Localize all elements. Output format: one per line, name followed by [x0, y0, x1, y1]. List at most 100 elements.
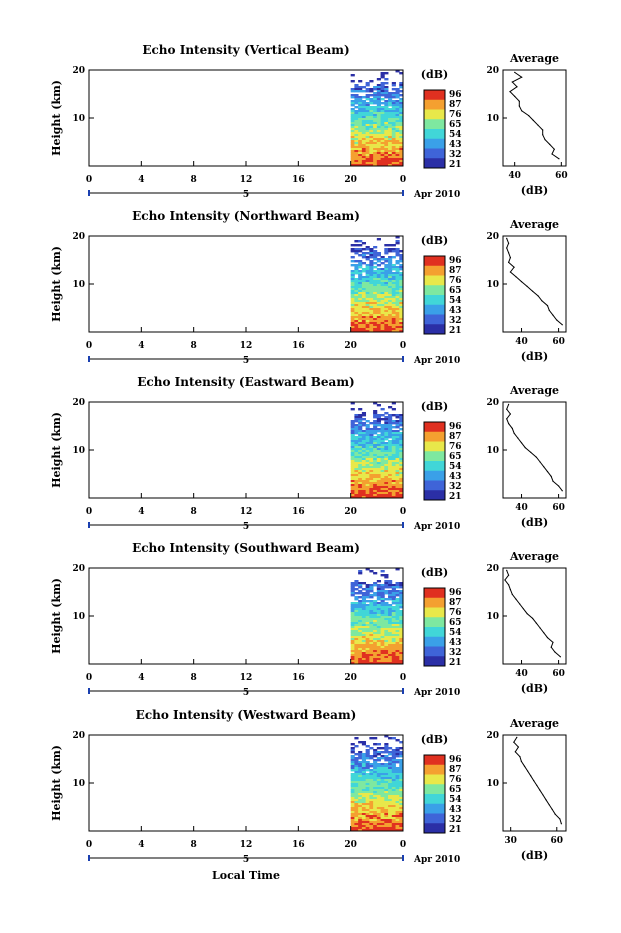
heatmap-cell: [354, 612, 359, 615]
heatmap-cell: [376, 154, 381, 157]
heatmap-cell: [391, 755, 396, 758]
heatmap-cell: [395, 430, 400, 433]
heatmap-cell: [399, 823, 404, 826]
heatmap-cell: [384, 442, 389, 445]
colorbar-segment: [424, 115, 445, 118]
heatmap-cell: [391, 622, 396, 625]
colorbar-tick-label: 32: [449, 648, 462, 658]
heatmap-cell: [358, 130, 363, 133]
heatmap-cell: [369, 462, 374, 465]
heatmap-cell: [384, 779, 389, 782]
x-tick-label: 12: [240, 175, 253, 185]
heatmap-cell: [399, 106, 404, 109]
heatmap-cell: [361, 809, 367, 812]
heatmap-cell: [384, 797, 389, 800]
heatmap-cell: [358, 86, 363, 89]
colorbar-segment: [424, 134, 445, 138]
heatmap-cell: [395, 442, 400, 445]
heatmap-cell: [380, 330, 385, 333]
y-axis-label: Height (km): [50, 412, 63, 488]
heatmap-cell: [373, 246, 378, 249]
heatmap-cell: [354, 809, 359, 812]
heatmap-cell: [380, 662, 385, 665]
profile-x-label: (dB): [521, 849, 548, 862]
heatmap-cell: [388, 92, 393, 95]
heatmap-cell: [384, 272, 389, 275]
y-tick-label: 20: [72, 398, 85, 408]
heatmap-cell: [391, 775, 396, 778]
heatmap-cell: [395, 438, 400, 441]
heatmap-cell: [350, 648, 355, 651]
heatmap-cell: [354, 745, 359, 748]
heatmap-cell: [380, 426, 385, 429]
heatmap-cell: [373, 604, 378, 607]
profile-point: [528, 115, 530, 117]
x-tick-label: 8: [191, 175, 197, 185]
heatmap-cell: [365, 144, 370, 147]
heatmap-cell: [399, 777, 404, 780]
heatmap-cell: [395, 268, 400, 271]
heatmap-cell: [395, 326, 400, 329]
heatmap-cell: [358, 470, 363, 473]
heatmap-cell: [399, 492, 404, 495]
heatmap-cell: [373, 134, 378, 137]
heatmap-cell: [373, 108, 378, 111]
heatmap-cell: [365, 152, 370, 155]
x-tick-label: 16: [292, 507, 305, 517]
heatmap-cell: [358, 480, 363, 483]
heatmap-cell: [361, 124, 367, 127]
heatmap-cell: [373, 160, 378, 163]
heatmap-cell: [384, 106, 389, 109]
heatmap-cell: [350, 644, 355, 647]
heatmap-cell: [395, 328, 400, 331]
heatmap-cell: [354, 252, 359, 255]
colorbar-segment: [424, 119, 445, 122]
profile-point: [546, 305, 549, 307]
heatmap-cell: [388, 590, 393, 593]
heatmap-cell: [395, 162, 400, 165]
y-axis-label: Height (km): [50, 745, 63, 821]
heatmap-cell: [399, 136, 404, 139]
heatmap-cell: [380, 72, 385, 75]
colorbar-tick-label: 32: [449, 482, 462, 492]
heatmap-cell: [376, 84, 381, 87]
x-tick-label: 4: [138, 175, 144, 185]
heatmap-cell: [369, 132, 374, 135]
profile-point: [542, 134, 544, 136]
heatmap-cell: [373, 318, 378, 321]
heatmap-cell: [354, 767, 359, 770]
heatmap-cell: [354, 84, 359, 87]
heatmap-cell: [369, 108, 374, 111]
heatmap-cell: [399, 302, 404, 305]
heatmap-cell: [369, 156, 374, 159]
heatmap-cell: [350, 274, 355, 277]
heatmap-cell: [354, 773, 359, 776]
heatmap-cell: [388, 462, 393, 465]
heatmap-cell: [369, 584, 374, 587]
heatmap-cell: [380, 622, 385, 625]
heatmap-cell: [388, 652, 393, 655]
heatmap-cell: [376, 807, 381, 810]
heatmap-cell: [369, 118, 374, 121]
heatmap-cell: [369, 590, 374, 593]
heatmap-cell: [384, 474, 389, 477]
colorbar-segment: [424, 285, 445, 288]
colorbar-segment: [424, 459, 445, 462]
heatmap-cell: [373, 330, 378, 333]
heatmap-cell: [361, 476, 367, 479]
heatmap-cell: [388, 795, 393, 798]
colorbar-segment: [424, 474, 445, 478]
heatmap-cell: [391, 799, 396, 802]
heatmap-cell: [354, 300, 359, 303]
heatmap-cell: [384, 116, 389, 119]
heatmap-cell: [365, 745, 370, 748]
heatmap-cell: [376, 310, 381, 313]
heatmap-cell: [369, 464, 374, 467]
colorbar-segment: [424, 476, 445, 480]
heatmap-cell: [365, 326, 370, 329]
heatmap-cell: [376, 272, 381, 275]
heatmap-cell: [376, 632, 381, 635]
heatmap-cell: [373, 100, 378, 103]
heatmap-cell: [399, 660, 404, 663]
heatmap-cell: [376, 773, 381, 776]
